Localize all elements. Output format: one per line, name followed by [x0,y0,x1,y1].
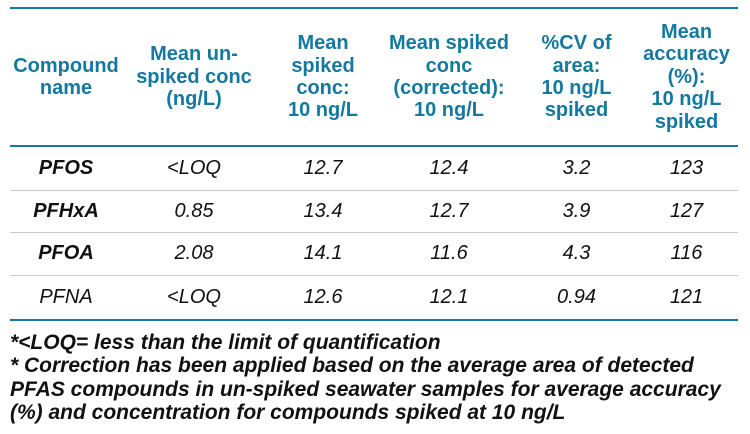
cv-of-area-cell: 3.2 [518,146,635,191]
table-header: Compound name Mean un- spiked conc (ng/L… [10,7,738,147]
header-mean-unspiked-conc: Mean un- spiked conc (ng/L) [122,7,266,147]
results-table: Compound name Mean un- spiked conc (ng/L… [10,7,738,321]
mean-spiked-conc-cell: 14.1 [266,232,380,276]
cv-of-area-cell: 4.3 [518,232,635,276]
mean-accuracy-cell: 121 [635,275,738,321]
compound-name-cell: PFNA [10,275,122,321]
mean-accuracy-cell: 127 [635,190,738,233]
footnote-correction: * Correction has been applied based on t… [10,354,721,424]
mean-unspiked-conc-cell: <LOQ [122,146,266,191]
table-row: PFNA <LOQ 12.6 12.1 0.94 121 [10,275,738,321]
compound-name-cell: PFHxA [10,190,122,233]
header-mean-accuracy: Mean accuracy (%): 10 ng/L spiked [635,7,738,147]
mean-spiked-conc-corrected-cell: 12.4 [380,146,518,191]
compound-name-cell: PFOA [10,232,122,276]
mean-unspiked-conc-cell: <LOQ [122,275,266,321]
mean-spiked-conc-corrected-cell: 12.7 [380,190,518,233]
table-row: PFHxA 0.85 13.4 12.7 3.9 127 [10,190,738,233]
header-compound-name: Compound name [10,7,122,147]
mean-accuracy-cell: 123 [635,146,738,191]
mean-spiked-conc-cell: 12.7 [266,146,380,191]
header-mean-spiked-conc-corrected: Mean spiked conc (corrected): 10 ng/L [380,7,518,147]
table-row: PFOS <LOQ 12.7 12.4 3.2 123 [10,146,738,191]
cv-of-area-cell: 3.9 [518,190,635,233]
mean-spiked-conc-cell: 13.4 [266,190,380,233]
mean-accuracy-cell: 116 [635,232,738,276]
mean-spiked-conc-cell: 12.6 [266,275,380,321]
table-row: PFOA 2.08 14.1 11.6 4.3 116 [10,232,738,276]
header-mean-spiked-conc: Mean spiked conc: 10 ng/L [266,7,380,147]
cv-of-area-cell: 0.94 [518,275,635,321]
compound-name-cell: PFOS [10,146,122,191]
footnote-loq: *<LOQ= less than the limit of quantifica… [10,331,441,354]
mean-spiked-conc-corrected-cell: 12.1 [380,275,518,321]
header-cv-of-area: %CV of area: 10 ng/L spiked [518,7,635,147]
mean-unspiked-conc-cell: 2.08 [122,232,266,276]
mean-spiked-conc-corrected-cell: 11.6 [380,232,518,276]
table-body: PFOS <LOQ 12.7 12.4 3.2 123 PFHxA 0.85 1… [10,146,738,321]
mean-unspiked-conc-cell: 0.85 [122,190,266,233]
footnotes: *<LOQ= less than the limit of quantifica… [10,331,746,424]
